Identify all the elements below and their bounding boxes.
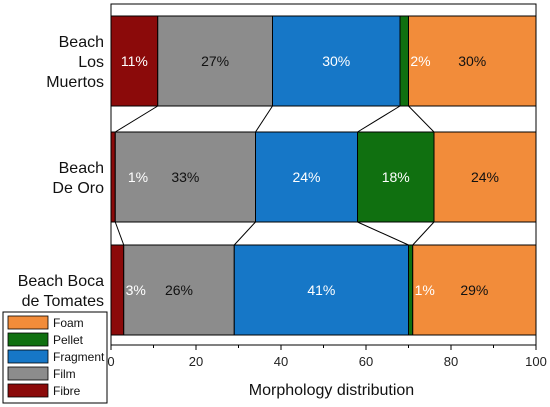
- connector-line: [233, 221, 256, 246]
- data-label: 18%: [382, 169, 410, 185]
- data-label: 26%: [165, 282, 193, 298]
- data-label: 1%: [415, 282, 435, 298]
- category-label: Beach Los Muertos: [46, 34, 104, 91]
- data-label: 30%: [322, 53, 350, 69]
- legend-label: Fibre: [53, 384, 81, 398]
- legend: Foam Pellet Fragment Film Fibre: [2, 311, 108, 404]
- data-label: 24%: [471, 169, 499, 185]
- data-label: 24%: [292, 169, 320, 185]
- data-labels-layer: 11% 27% 30% 2% 30% 33% 24% 18% 24% 3% 26% 41% 1% 29% 1…: [121, 53, 499, 298]
- bar-segment-film: [114, 131, 256, 223]
- category-labels: Beach Los Muertos Beach De Oro Beach Boca de T…: [18, 34, 104, 310]
- connector-line: [114, 105, 159, 133]
- connector-lines: [114, 105, 435, 246]
- bar-segment-foam: [433, 131, 537, 223]
- bar-segment-pellet: [408, 244, 414, 336]
- x-tick-label: 100: [525, 354, 547, 369]
- bar-segment-film: [157, 15, 273, 107]
- legend-swatch-fibre: [7, 383, 49, 398]
- bars-layer: [110, 15, 537, 336]
- x-tick-label: 60: [359, 354, 373, 369]
- data-label: 29%: [460, 282, 488, 298]
- legend-swatch-film: [7, 366, 49, 381]
- legend-swatch-pellet: [7, 332, 49, 347]
- data-label: 27%: [201, 53, 229, 69]
- data-label: 30%: [458, 53, 486, 69]
- bar-segment-pellet: [399, 15, 409, 107]
- category-label: Beach De Oro: [52, 160, 104, 197]
- x-tick-label: 0: [107, 354, 114, 369]
- legend-label: Fragment: [53, 350, 105, 364]
- bar-segment-fibre: [110, 244, 125, 336]
- bar-segment-fragment: [233, 244, 409, 336]
- bar-segment-film: [123, 244, 235, 336]
- bar-segment-fragment: [272, 15, 401, 107]
- connector-line: [357, 221, 409, 246]
- bar-segment-fibre: [110, 131, 116, 223]
- legend-label: Film: [53, 367, 76, 381]
- x-axis-title: Morphology distribution: [249, 382, 414, 399]
- data-label: 2%: [410, 53, 430, 69]
- data-label: 11%: [121, 53, 148, 69]
- category-label: Beach Boca de Tomates: [18, 273, 104, 310]
- data-label: 33%: [171, 169, 199, 185]
- legend-swatch-fragment: [7, 349, 49, 364]
- data-label: 1%: [128, 169, 148, 185]
- data-label: 3%: [126, 282, 146, 298]
- connector-line: [114, 221, 125, 246]
- x-tick-label: 80: [444, 354, 458, 369]
- bar-segment-foam: [408, 15, 537, 107]
- legend-swatch-foam: [7, 315, 49, 330]
- connector-line: [412, 221, 435, 246]
- x-axis: 0 20 40 60 80 100: [107, 345, 547, 369]
- x-tick-label: 20: [189, 354, 203, 369]
- connector-line: [255, 105, 273, 133]
- legend-label: Foam: [53, 316, 84, 330]
- data-label: 41%: [307, 282, 335, 298]
- connector-line: [408, 105, 435, 133]
- bar-segment-foam: [412, 244, 537, 336]
- legend-label: Pellet: [53, 333, 84, 347]
- x-tick-label: 40: [274, 354, 288, 369]
- connector-line: [357, 105, 401, 133]
